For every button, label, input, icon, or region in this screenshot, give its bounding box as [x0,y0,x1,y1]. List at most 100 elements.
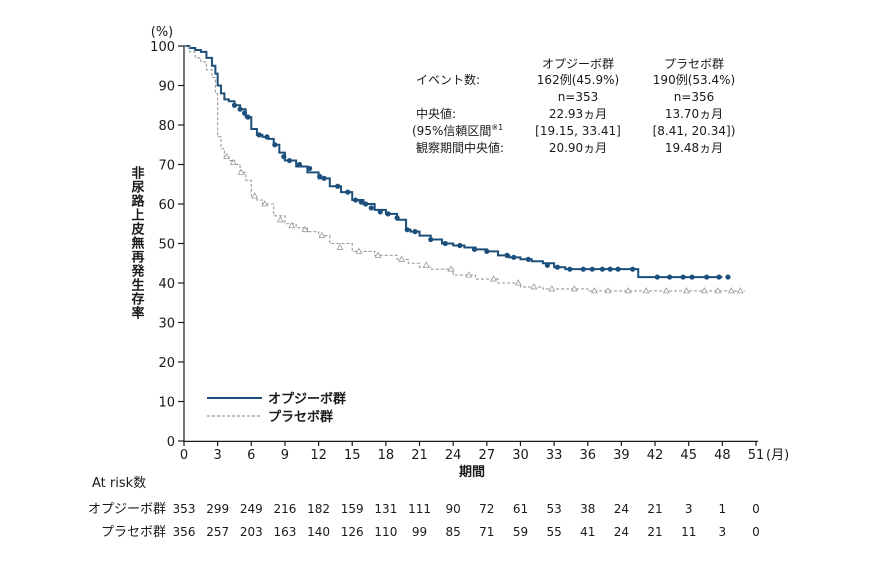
y-tick-label: 40 [158,277,175,292]
censor-mark-nivolumab [442,240,448,247]
at-risk-value-nivolumab: 353 [173,502,196,516]
censor-mark-nivolumab [345,189,351,195]
at-risk-value-placebo: 41 [580,525,595,539]
x-tick-label: 21 [411,448,428,463]
censor-mark-placebo [422,261,430,268]
legend: オプジーボ群 プラセボ群 [207,391,346,425]
at-risk-value-nivolumab: 0 [752,502,760,516]
at-risk-value-placebo: 3 [719,525,727,539]
x-tick-label: 12 [310,448,327,463]
x-tick-label: 6 [247,448,255,463]
x-axis-title: 期間 [459,465,485,480]
at-risk-value-placebo: 55 [546,525,561,539]
at-risk-value-placebo: 140 [307,525,330,539]
censor-mark-placebo [548,285,556,292]
stats-followup-label: 観察期間中央値: [416,140,504,155]
at-risk-value-nivolumab: 61 [513,502,528,516]
y-tick-label: 70 [158,159,175,174]
censor-mark-placebo [318,231,326,238]
x-tick-label: 48 [714,448,731,463]
stats-table: オプジーボ群 プラセボ群 イベント数: 162例(45.9%) 190例(53.… [412,57,735,155]
x-tick-label: 42 [647,448,664,463]
censor-mark-nivolumab [525,256,531,262]
x-tick-label: 18 [378,448,395,463]
x-tick-label: 3 [214,448,222,463]
at-risk-value-placebo: 257 [206,525,229,539]
censor-mark-nivolumab [281,154,287,160]
censor-mark-nivolumab [511,254,517,260]
censor-mark-placebo [591,287,598,294]
censor-mark-placebo [276,215,284,223]
stats-median-placebo: 13.70ヵ月 [665,107,723,121]
y-tick-label: 90 [158,80,175,95]
censor-mark-nivolumab [544,262,550,268]
at-risk-values: 353 299 249 216 182 159 131 111 90 72 61 53 38 24 21 3 1… [173,502,760,539]
stats-followup-placebo: 19.48ヵ月 [665,141,723,155]
censor-mark-nivolumab [654,274,660,280]
stats-n-nivolumab: n=353 [558,90,599,104]
stats-events-label: イベント数: [416,72,480,87]
y-tick-label: 100 [150,40,175,55]
at-risk-value-placebo: 110 [374,525,397,539]
at-risk-value-placebo: 356 [173,525,196,539]
censor-mark-placebo [237,168,245,175]
x-ticks: 0 3 6 9 12 15 18 21 24 27 30 33 36 39 42 45 48 51 [180,441,764,463]
censor-mark-nivolumab [394,215,400,221]
stats-median-label: 中央値: [416,106,456,121]
stats-col-header-placebo: プラセボ群 [664,57,724,71]
censor-mark-nivolumab [428,236,434,243]
censor-mark-placebo [624,287,632,294]
censor-mark-nivolumab [296,161,303,168]
censor-mark-nivolumab [237,106,243,112]
censor-mark-placebo [447,265,455,272]
censor-mark-placebo [662,287,670,294]
censor-mark-nivolumab [368,205,374,211]
censor-mark-nivolumab [484,248,490,254]
at-risk-value-nivolumab: 24 [614,502,629,516]
censor-mark-placebo [355,247,363,254]
censor-mark-placebo [288,221,296,229]
x-tick-label: 51 [748,448,765,463]
x-tick-label: 36 [579,448,596,463]
at-risk-value-placebo: 59 [513,525,528,539]
censor-mark-nivolumab [245,114,251,120]
y-tick-label: 60 [158,198,175,213]
censor-mark-nivolumab [404,227,410,233]
censor-mark-placebo [336,243,344,250]
at-risk-value-nivolumab: 111 [408,502,431,516]
censor-mark-placebo [642,287,650,294]
censor-mark-nivolumab [272,142,278,148]
at-risk-value-placebo: 0 [752,525,760,539]
censor-mark-placebo [465,271,473,278]
stats-ci-placebo-value: [8.41, 20.34] [653,124,731,138]
y-tick-label: 0 [167,435,175,450]
at-risk-value-nivolumab: 182 [307,502,330,516]
censor-mark-placebo [714,287,722,294]
at-risk-value-nivolumab: 21 [647,502,662,516]
at-risk-title: At risk数 [92,476,146,491]
censor-mark-nivolumab [321,175,327,181]
censor-mark-placebo [700,287,708,294]
censor-mark-nivolumab [317,173,323,179]
censor-mark-nivolumab [689,274,695,280]
stats-col-header-nivolumab: オプジーボ群 [542,57,614,71]
censor-mark-nivolumab [567,266,573,272]
at-risk-value-placebo: 21 [647,525,662,539]
censor-mark-nivolumab [353,197,359,203]
censor-mark-nivolumab [307,165,313,172]
at-risk-value-nivolumab: 1 [719,502,727,516]
censor-mark-placebo [223,152,231,159]
censor-mark-nivolumab [630,266,636,272]
at-risk-value-placebo: 24 [614,525,629,539]
at-risk-value-nivolumab: 299 [206,502,229,516]
x-tick-label: 0 [180,448,188,463]
censor-mark-nivolumab [412,229,418,235]
at-risk-value-nivolumab: 131 [374,502,397,516]
at-risk-table: At risk数 オプジーボ群 プラセボ群 353 299 249 216 182 159… [88,476,760,540]
x-tick-label: 9 [281,448,289,463]
at-risk-value-nivolumab: 249 [240,502,263,516]
censor-mark-placebo [301,225,309,233]
at-risk-value-placebo: 126 [341,525,364,539]
stats-median-nivolumab: 22.93ヵ月 [549,107,607,121]
